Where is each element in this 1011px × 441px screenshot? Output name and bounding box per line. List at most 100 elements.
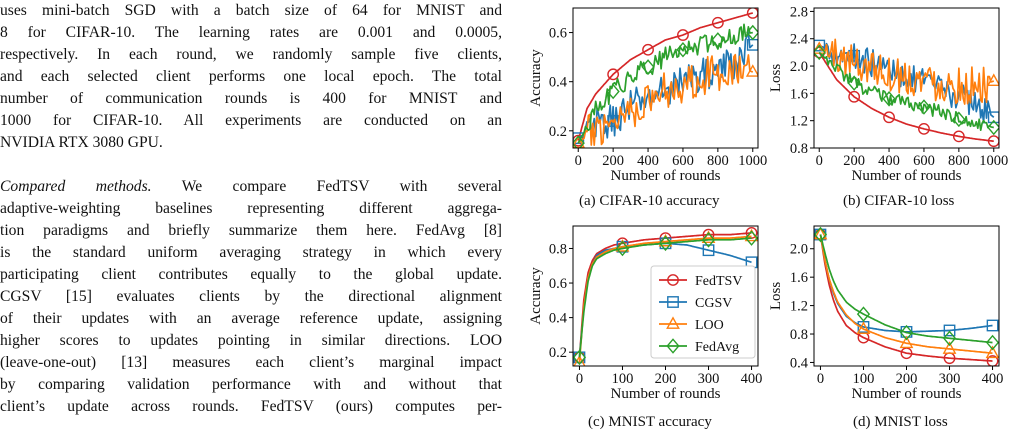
series-line-fedtsv [819,234,993,362]
x-tick-label: 300 [698,371,720,387]
y-axis-label: Accuracy [528,49,544,107]
series-marker-loo [573,135,586,148]
text-line: respectively. In each round, we randomly… [0,46,502,63]
series-group [814,226,999,366]
caption-d: (d) MNIST loss [853,414,948,430]
text-line: adaptive-weighting baselines representin… [0,200,502,217]
series-marker-fedavg [615,240,630,257]
x-tick-label: 100 [612,371,634,387]
y-tick-label: 0.4 [549,75,568,91]
text-line: NVIDIA RTX 3080 GPU. [0,134,163,151]
series-marker-loo [942,341,957,354]
x-tick-label: 200 [602,153,624,169]
paragraph-compared-methods: Compared methods. We compare FedTSV with… [0,176,502,418]
x-tick-label: 0 [817,371,824,387]
series-marker-fedavg [987,119,999,136]
x-tick-label: 600 [913,153,935,169]
legend-label: CGSV [695,296,732,311]
legend-marker [666,316,680,329]
x-tick-label: 400 [878,153,900,169]
paragraph-heading: Compared methods. [0,178,152,195]
series-marker-fedavg [814,44,826,61]
plot-frame [572,7,759,149]
caption-b: (b) CIFAR-10 loss [843,193,955,209]
series-marker-fedavg [701,232,716,248]
series-marker-fedavg [882,91,896,107]
x-axis-label: Number of rounds [611,386,721,402]
x-tick-label: 200 [655,371,677,387]
series-marker-loo [986,73,999,86]
chart-mnist-accuracy: 0 100 200 300 400 0.2 0.4 0.6 0.8 Number of round… [528,225,763,402]
text-line: client’s update across rounds. FedTSV (o… [0,398,502,415]
series-marker-fedtsv [642,43,654,56]
legend-label: FedTSV [695,274,742,289]
series-marker-fedavg [744,230,758,246]
x-tick-label: 200 [896,371,918,387]
y-tick-label: 0.4 [549,311,568,327]
caption-c: (c) MNIST accuracy [588,414,712,430]
x-tick-label: 800 [948,153,970,169]
series-marker-loo [814,226,828,240]
y-tick-label: 2.4 [790,32,809,48]
series-marker-loo [899,335,914,349]
x-tick-label: 300 [939,371,961,387]
series-marker-cgsv [943,324,956,337]
series-marker-fedavg [711,32,725,48]
text-line: of their updates with an average referen… [0,310,502,327]
y-tick-label: 0.6 [549,26,567,42]
series-marker-fedavg [917,99,931,115]
series-marker-fedavg [942,330,957,347]
series-marker-fedavg [676,41,690,58]
chart-cifar10-accuracy: 0 200 400 600 800 1000 0.2 0.4 0.6 Number of roun… [528,7,767,184]
series-marker-fedavg [952,111,966,128]
y-tick-label: 0.8 [790,141,808,157]
text-line: by comparing validation performance with… [0,376,502,393]
series-marker-fedavg [658,235,673,252]
y-tick-label: 1.2 [790,299,808,315]
series-line-fedavg [819,234,993,344]
series-marker-fedtsv [918,122,930,135]
x-tick-label: 0 [576,371,583,387]
x-tick-label: 400 [741,371,763,387]
x-tick-label: 800 [707,153,729,169]
x-axis-label: Number of rounds [852,168,962,184]
series-marker-cgsv [702,244,715,257]
series-line-loo [818,38,995,105]
series-marker-loo [745,64,758,77]
series-marker-loo [856,321,871,334]
text-line: higher scores to updates pointing in sim… [0,332,502,349]
x-tick-label: 100 [853,371,875,387]
x-tick-label: 1000 [738,153,767,169]
series-marker-fedavg [573,349,587,366]
series-marker-fedavg [573,135,585,148]
series-line-loo [578,235,752,363]
y-axis-label: Loss [768,282,784,311]
x-axis-label: Number of rounds [611,168,721,184]
series-line-fedtsv [818,51,994,143]
y-tick-label: 2.8 [790,4,808,20]
text-line: uses mini-batch SGD with a batch size of… [0,2,502,19]
text-line: 8 for CIFAR-10. The learning rates are 0… [0,24,502,41]
y-tick-label: 0.8 [549,241,567,257]
y-tick-label: 0.6 [549,276,567,292]
series-marker-fedtsv [677,29,689,41]
series-group [573,227,758,366]
series-line-fedtsv [577,12,754,141]
y-tick-label: 0.2 [549,345,567,361]
series-marker-fedavg [856,306,871,322]
series-line-cgsv [819,234,993,333]
text-line: participating client contributes equally… [0,266,502,283]
series-marker-loo [985,345,999,359]
y-tick-label: 0.2 [549,124,567,140]
text-line: tion paradigms and briefly summarize the… [0,222,502,239]
series-marker-fedavg [606,83,620,100]
x-tick-label: 0 [816,153,823,169]
y-tick-label: 0.4 [790,355,809,371]
y-tick-label: 2.0 [790,59,808,75]
series-marker-cgsv [986,319,999,332]
series-marker-fedavg [985,334,999,351]
legend-marker [667,274,679,286]
series-marker-fedavg [899,324,914,341]
text-line: (leave-one-out) [13] measures each clien… [0,354,502,371]
text-line: number of communication rounds is 400 fo… [0,90,502,107]
